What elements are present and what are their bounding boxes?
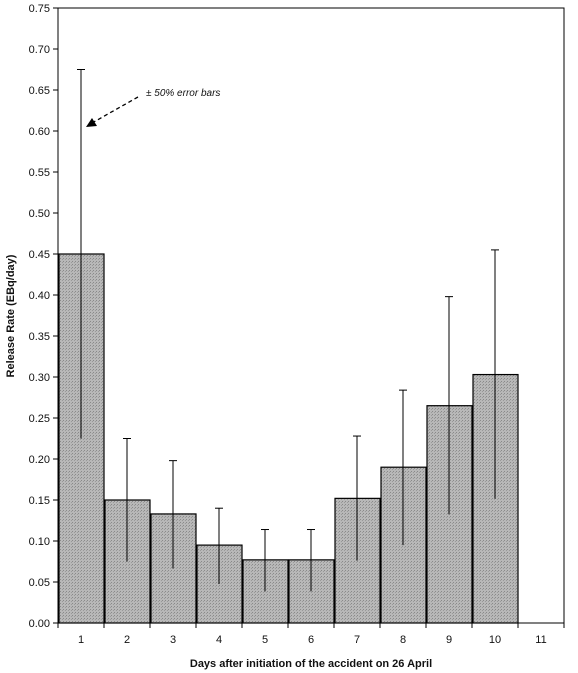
x-tick-label: 4	[216, 634, 222, 646]
x-tick-label: 2	[124, 634, 130, 646]
y-tick-label: 0.65	[29, 85, 50, 97]
y-tick-label: 0.55	[29, 167, 50, 179]
x-tick-label: 8	[400, 634, 406, 646]
x-tick-label: 1	[78, 634, 84, 646]
y-tick-label: 0.40	[29, 290, 50, 302]
y-tick-label: 0.15	[29, 495, 50, 507]
annotation-arrowhead	[86, 118, 97, 127]
x-tick-label: 5	[262, 634, 268, 646]
y-tick-label: 0.00	[29, 618, 50, 630]
y-axis-title: Release Rate (EBq/day)	[5, 254, 17, 377]
y-tick-label: 0.30	[29, 372, 50, 384]
y-tick-label: 0.50	[29, 208, 50, 220]
y-tick-label: 0.45	[29, 249, 50, 261]
error-bars-group	[77, 69, 499, 592]
y-axis-ticks: 0.00 0.05 0.10 0.15 0.20 0.25 0.30 0.35 0.40 0.45…	[29, 3, 58, 630]
annotation-arrow-line	[91, 96, 139, 124]
x-axis-ticks: 1 2 3 4 5 6 7 8 9 10 11	[57, 623, 565, 646]
y-tick-label: 0.10	[29, 536, 50, 548]
y-tick-label: 0.20	[29, 454, 50, 466]
x-axis-title: Days after initiation of the accident on…	[190, 658, 432, 670]
x-tick-label: 10	[489, 634, 501, 646]
x-tick-label: 3	[170, 634, 176, 646]
annotation-text: ± 50% error bars	[146, 88, 220, 99]
plot-frame	[57, 7, 565, 624]
y-tick-label: 0.35	[29, 331, 50, 343]
y-tick-label: 0.05	[29, 577, 50, 589]
x-tick-label: 9	[446, 634, 452, 646]
y-tick-label: 0.25	[29, 413, 50, 425]
y-tick-label: 0.60	[29, 126, 50, 138]
x-tick-label: 11	[535, 634, 546, 646]
y-tick-label: 0.70	[29, 44, 50, 56]
x-tick-label: 6	[308, 634, 314, 646]
y-tick-label: 0.75	[29, 3, 50, 15]
x-tick-label: 7	[354, 634, 360, 646]
error-bar-annotation: ± 50% error bars	[86, 88, 220, 127]
